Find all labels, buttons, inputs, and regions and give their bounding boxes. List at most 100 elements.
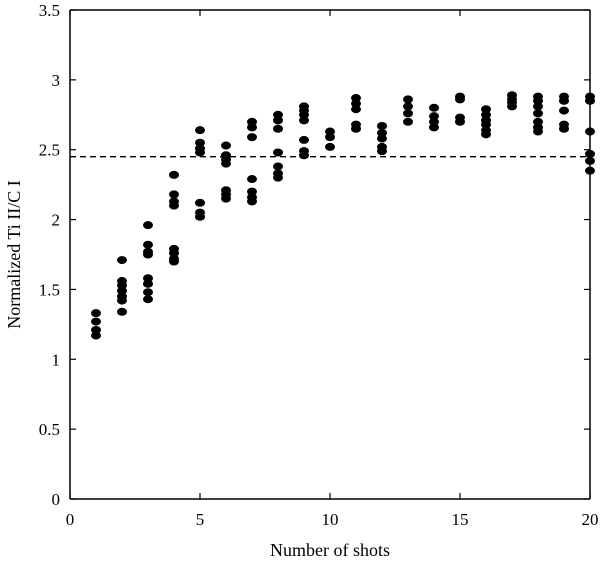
data-point (455, 117, 465, 126)
data-point (169, 201, 179, 210)
data-point (247, 187, 257, 196)
data-point (273, 148, 283, 157)
data-point (221, 194, 231, 203)
data-point (91, 331, 101, 340)
y-tick-label: 1.5 (39, 280, 60, 299)
y-tick-label: 2.5 (39, 141, 60, 160)
data-point (533, 109, 543, 118)
data-point (299, 151, 309, 160)
data-point (247, 197, 257, 206)
data-point (273, 116, 283, 125)
data-point (325, 133, 335, 142)
data-point (91, 309, 101, 318)
data-point (403, 117, 413, 126)
data-point (143, 221, 153, 230)
data-point (377, 128, 387, 137)
y-tick-label: 0.5 (39, 420, 60, 439)
data-point (455, 95, 465, 104)
data-point (429, 117, 439, 126)
data-point (195, 212, 205, 221)
x-tick-label: 15 (452, 510, 469, 529)
data-point (143, 288, 153, 297)
data-point (169, 257, 179, 266)
y-tick-label: 1 (52, 350, 61, 369)
data-point (533, 96, 543, 105)
data-point (559, 124, 569, 133)
data-point (351, 94, 361, 103)
y-axis-title: Normalized Ti II/C I (4, 180, 24, 329)
y-tick-label: 0 (52, 490, 61, 509)
data-point (247, 175, 257, 184)
data-point (169, 190, 179, 199)
data-point (507, 102, 517, 111)
data-point (325, 142, 335, 151)
data-point (377, 134, 387, 143)
data-point (221, 159, 231, 168)
data-point (481, 120, 491, 129)
data-point (351, 105, 361, 114)
data-point (195, 148, 205, 157)
data-point (585, 96, 595, 105)
data-point (117, 286, 127, 295)
data-point (429, 123, 439, 132)
data-point (195, 138, 205, 147)
data-point (169, 249, 179, 258)
data-point (117, 296, 127, 305)
data-point (273, 162, 283, 171)
data-point (351, 124, 361, 133)
x-tick-label: 0 (66, 510, 75, 529)
data-point (533, 102, 543, 111)
data-point (299, 135, 309, 144)
data-point (299, 110, 309, 119)
data-point (585, 149, 595, 158)
data-point (325, 127, 335, 136)
x-axis-title: Number of shots (270, 540, 390, 560)
data-point (143, 240, 153, 249)
data-points (91, 91, 595, 340)
data-point (559, 106, 569, 115)
data-point (403, 109, 413, 118)
data-point (481, 105, 491, 114)
data-point (299, 116, 309, 125)
data-point (273, 124, 283, 133)
data-point (273, 173, 283, 182)
y-tick-label: 3 (52, 71, 61, 90)
data-point (585, 156, 595, 165)
data-point (403, 102, 413, 111)
data-point (143, 295, 153, 304)
data-point (481, 130, 491, 139)
data-point (429, 112, 439, 121)
data-point (403, 95, 413, 104)
y-tick-label: 3.5 (39, 1, 60, 20)
data-point (559, 96, 569, 105)
data-point (247, 133, 257, 142)
data-point (169, 170, 179, 179)
data-point (143, 274, 153, 283)
y-ticks: 0 0.5 1 1.5 2 2.5 3 3.5 (39, 1, 590, 509)
y-tick-label: 2 (52, 211, 61, 230)
data-point (247, 123, 257, 132)
data-point (533, 117, 543, 126)
data-point (195, 126, 205, 135)
data-point (117, 307, 127, 316)
data-point (585, 166, 595, 175)
data-point (585, 127, 595, 136)
data-point (117, 256, 127, 265)
data-point (143, 250, 153, 259)
data-point (221, 141, 231, 150)
data-point (377, 121, 387, 130)
data-point (429, 103, 439, 112)
data-point (273, 110, 283, 119)
data-point (351, 99, 361, 108)
data-point (143, 279, 153, 288)
data-point (533, 127, 543, 136)
data-point (91, 317, 101, 326)
x-tick-label: 10 (322, 510, 339, 529)
data-point (195, 198, 205, 207)
x-tick-label: 5 (196, 510, 205, 529)
x-tick-label: 20 (582, 510, 599, 529)
data-point (481, 110, 491, 119)
x-ticks: 0 5 10 15 20 (66, 10, 599, 529)
data-point (117, 281, 127, 290)
data-point (247, 117, 257, 126)
